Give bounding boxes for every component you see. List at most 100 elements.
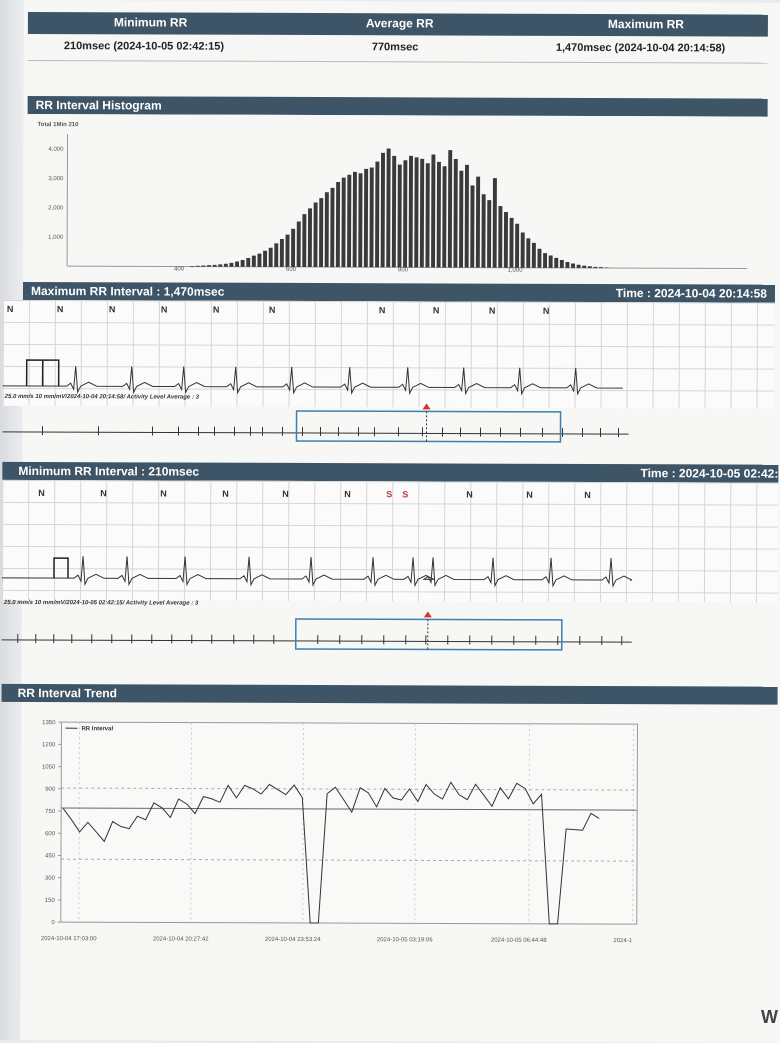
max-rr-title-text: Maximum RR Interval : 1,470msec <box>31 284 224 299</box>
min-rr-time: Time : 2024-10-05 02:42: <box>640 464 778 482</box>
histogram-bar <box>577 265 581 268</box>
watermark-fragment: W <box>761 1007 778 1028</box>
histogram-bar <box>386 148 390 267</box>
max-rr-time: Time : 2024-10-04 20:14:58 <box>616 284 767 303</box>
max-rr-value: 1,470msec (2024-10-04 20:14:58) <box>556 42 725 55</box>
histogram-bar <box>470 185 474 267</box>
histogram-bar <box>515 224 519 268</box>
trend-x-tick: 2024-10-04 20:27:42 <box>153 936 209 942</box>
trend-y-tick: 900 <box>45 787 56 793</box>
histogram-bar <box>493 178 497 267</box>
histogram-bar <box>453 159 457 268</box>
ecg-waveform <box>3 366 623 394</box>
histogram-bar <box>420 159 424 268</box>
rhythm-window-box <box>296 619 562 650</box>
histogram-bar <box>459 171 463 268</box>
histogram-bar <box>308 208 312 267</box>
histogram-bar <box>347 175 351 267</box>
histogram-bar <box>325 192 329 267</box>
min-rr-header: Minimum RR <box>114 12 187 32</box>
histogram-x-tick: 600 <box>286 267 297 273</box>
histogram-bar <box>375 162 379 268</box>
trend-y-tick: 1200 <box>42 742 56 748</box>
histogram-bar <box>358 173 362 267</box>
histogram-bar <box>593 267 597 268</box>
histogram-bar <box>196 266 200 267</box>
histogram-x-tick: 400 <box>174 267 185 273</box>
histogram-bar <box>392 156 396 267</box>
histogram-bar <box>403 160 407 267</box>
max-rr-ecg-trace <box>3 300 775 409</box>
histogram-bar <box>414 157 418 267</box>
histogram-bar <box>425 163 429 267</box>
histogram-bar <box>319 198 323 267</box>
histogram-bar <box>235 261 239 266</box>
histogram-bar <box>291 229 295 267</box>
histogram-bar <box>353 172 357 267</box>
histogram-bar <box>341 178 345 267</box>
histogram-bar <box>504 212 508 268</box>
min-rr-value: 210msec (2024-10-05 02:42:15) <box>64 40 224 53</box>
histogram-bar <box>397 165 401 268</box>
histogram-bar <box>252 256 256 267</box>
histogram-bar <box>532 243 536 268</box>
histogram-bar <box>336 182 340 267</box>
calibration-pulse <box>54 558 68 578</box>
histogram-y-tick: 2,000 <box>48 205 64 211</box>
histogram-bar <box>431 154 435 267</box>
histogram-bar <box>263 251 267 267</box>
divider <box>28 60 768 64</box>
histogram-bar <box>582 266 586 268</box>
histogram-bar <box>442 166 446 267</box>
trend-x-tick: 2024-10-05 03:19:06 <box>377 937 433 943</box>
max-rr-header: Maximum RR <box>608 14 684 34</box>
histogram-bar <box>241 260 245 267</box>
histogram-bar <box>588 266 592 268</box>
histogram-bar <box>224 264 228 267</box>
calibration-pulse <box>27 360 43 386</box>
trend-y-tick: 450 <box>45 853 56 859</box>
histogram-bar <box>201 265 205 266</box>
histogram-bar <box>297 221 301 266</box>
rhythm-baseline <box>2 432 628 434</box>
trend-x-tick: 2024-10-04 23:53:24 <box>265 937 321 943</box>
histogram-bar <box>554 258 558 268</box>
histogram-y-tick: 1,000 <box>48 235 64 241</box>
histogram-bar <box>599 267 603 268</box>
histogram-bar <box>207 265 211 266</box>
trend-x-tick: 2024-10-04 17:03:00 <box>41 936 97 942</box>
trend-legend-label: RR Interval <box>81 726 113 732</box>
histogram-bar <box>257 254 261 267</box>
min-rr-title-text: Minimum RR Interval : 210msec <box>10 464 199 479</box>
histogram-bar <box>409 156 413 267</box>
trend-y-tick: 300 <box>45 876 56 882</box>
histogram-bar <box>509 218 513 268</box>
trend-title-text: RR Interval Trend <box>10 686 117 700</box>
histogram-bar <box>381 153 385 267</box>
histogram-bar <box>465 165 469 268</box>
histogram-bar <box>481 194 485 267</box>
histogram-title-text: RR Interval Histogram <box>36 98 162 112</box>
histogram-bar <box>537 249 541 268</box>
trend-x-tick: 2024-1 <box>613 938 632 944</box>
histogram-bar <box>549 256 553 268</box>
histogram-bar <box>330 188 334 267</box>
histogram-bar <box>213 265 217 267</box>
min-rr-rhythm-strip <box>2 608 778 661</box>
histogram-bar <box>476 177 480 268</box>
histogram-bar <box>274 243 278 266</box>
avg-rr-header: Average RR <box>366 13 434 33</box>
histogram-bar <box>269 248 273 267</box>
trend-plot-area <box>61 722 638 924</box>
histogram-bar <box>369 167 373 267</box>
avg-rr-value: 770msec <box>372 41 419 53</box>
summary-values: 210msec (2024-10-05 02:42:15) 770msec 1,… <box>28 40 768 59</box>
histogram-bar <box>246 258 250 267</box>
histogram-y-tick: 4,000 <box>48 147 64 153</box>
max-rr-rhythm-strip <box>2 404 774 453</box>
histogram-bar <box>560 260 564 268</box>
histogram-bar <box>364 169 368 267</box>
